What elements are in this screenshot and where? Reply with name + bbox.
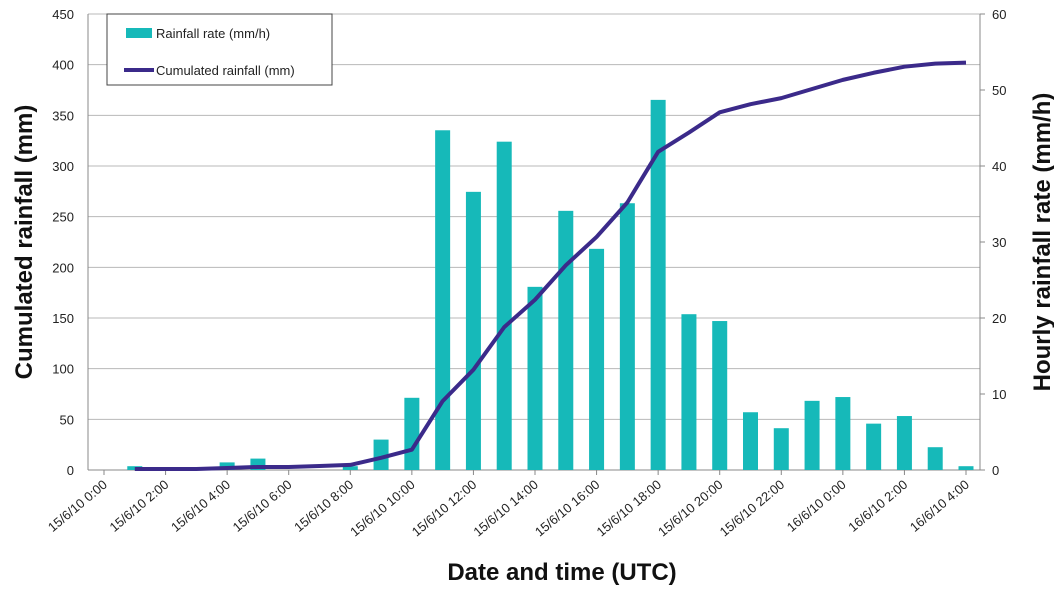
- bar: [712, 321, 728, 470]
- y-tick-label: 100: [52, 362, 74, 377]
- x-tick-label: 15/6/10 12:00: [409, 477, 480, 540]
- legend-label: Rainfall rate (mm/h): [156, 26, 270, 41]
- y-tick-label: 350: [52, 108, 74, 123]
- y2-axis-title: Hourly rainfall rate (mm/h): [1029, 93, 1054, 392]
- y2-tick-label: 50: [992, 83, 1006, 98]
- y2-tick-label: 60: [992, 7, 1006, 22]
- legend-swatch: [126, 28, 152, 38]
- bar: [527, 286, 543, 470]
- x-axis-title: Date and time (UTC): [447, 559, 676, 586]
- x-tick-label: 16/6/10 2:00: [845, 477, 910, 535]
- bar: [650, 99, 666, 470]
- bar: [804, 400, 820, 470]
- x-tick-label: 15/6/10 6:00: [230, 477, 295, 535]
- y-axis-title: Cumulated rainfall (mm): [11, 105, 38, 380]
- bar: [896, 416, 912, 470]
- y-tick-label: 0: [67, 463, 74, 478]
- x-tick-label: 15/6/10 16:00: [532, 477, 603, 540]
- y2-tick-label: 10: [992, 387, 1006, 402]
- y2-tick-label: 20: [992, 311, 1006, 326]
- bar: [927, 447, 943, 470]
- bar: [958, 466, 974, 470]
- x-tick-label: 15/6/10 8:00: [291, 477, 356, 535]
- bar: [404, 397, 420, 470]
- bar: [250, 458, 266, 470]
- bar: [835, 397, 851, 470]
- x-tick-label: 15/6/10 18:00: [594, 477, 665, 540]
- bar: [435, 130, 451, 470]
- x-tick-label: 16/6/10 4:00: [907, 477, 972, 535]
- bar: [127, 466, 143, 470]
- bar: [681, 314, 697, 470]
- x-tick-label: 15/6/10 22:00: [717, 477, 788, 540]
- x-tick-label: 15/6/10 0:00: [45, 477, 110, 535]
- bar: [619, 203, 635, 471]
- x-tick-label: 15/6/10 2:00: [106, 477, 171, 535]
- bar: [773, 428, 789, 470]
- bar: [496, 141, 512, 470]
- bar: [743, 412, 758, 470]
- y2-tick-label: 0: [992, 463, 999, 478]
- y2-tick-label: 40: [992, 159, 1006, 174]
- y-tick-label: 300: [52, 159, 74, 174]
- y-tick-label: 200: [52, 260, 74, 275]
- x-tick-label: 15/6/10 4:00: [168, 477, 233, 535]
- x-tick-label: 15/6/10 14:00: [470, 477, 541, 540]
- bar: [373, 439, 389, 470]
- bar: [342, 466, 358, 470]
- bar: [866, 423, 882, 470]
- x-tick-label: 15/6/10 10:00: [347, 477, 418, 540]
- bar: [589, 248, 605, 470]
- legend-box: [106, 13, 333, 86]
- y-tick-label: 450: [52, 7, 74, 22]
- x-tick-label: 15/6/10 20:00: [655, 477, 726, 540]
- y-tick-label: 50: [60, 412, 74, 427]
- y-tick-label: 250: [52, 210, 74, 225]
- bar: [465, 191, 481, 470]
- bar: [558, 210, 574, 470]
- y-tick-label: 150: [52, 311, 74, 326]
- line: [134, 60, 967, 471]
- y2-tick-label: 30: [992, 235, 1006, 250]
- x-tick-label: 16/6/10 0:00: [784, 477, 849, 535]
- legend-label: Cumulated rainfall (mm): [156, 63, 295, 78]
- y-tick-label: 400: [52, 58, 74, 73]
